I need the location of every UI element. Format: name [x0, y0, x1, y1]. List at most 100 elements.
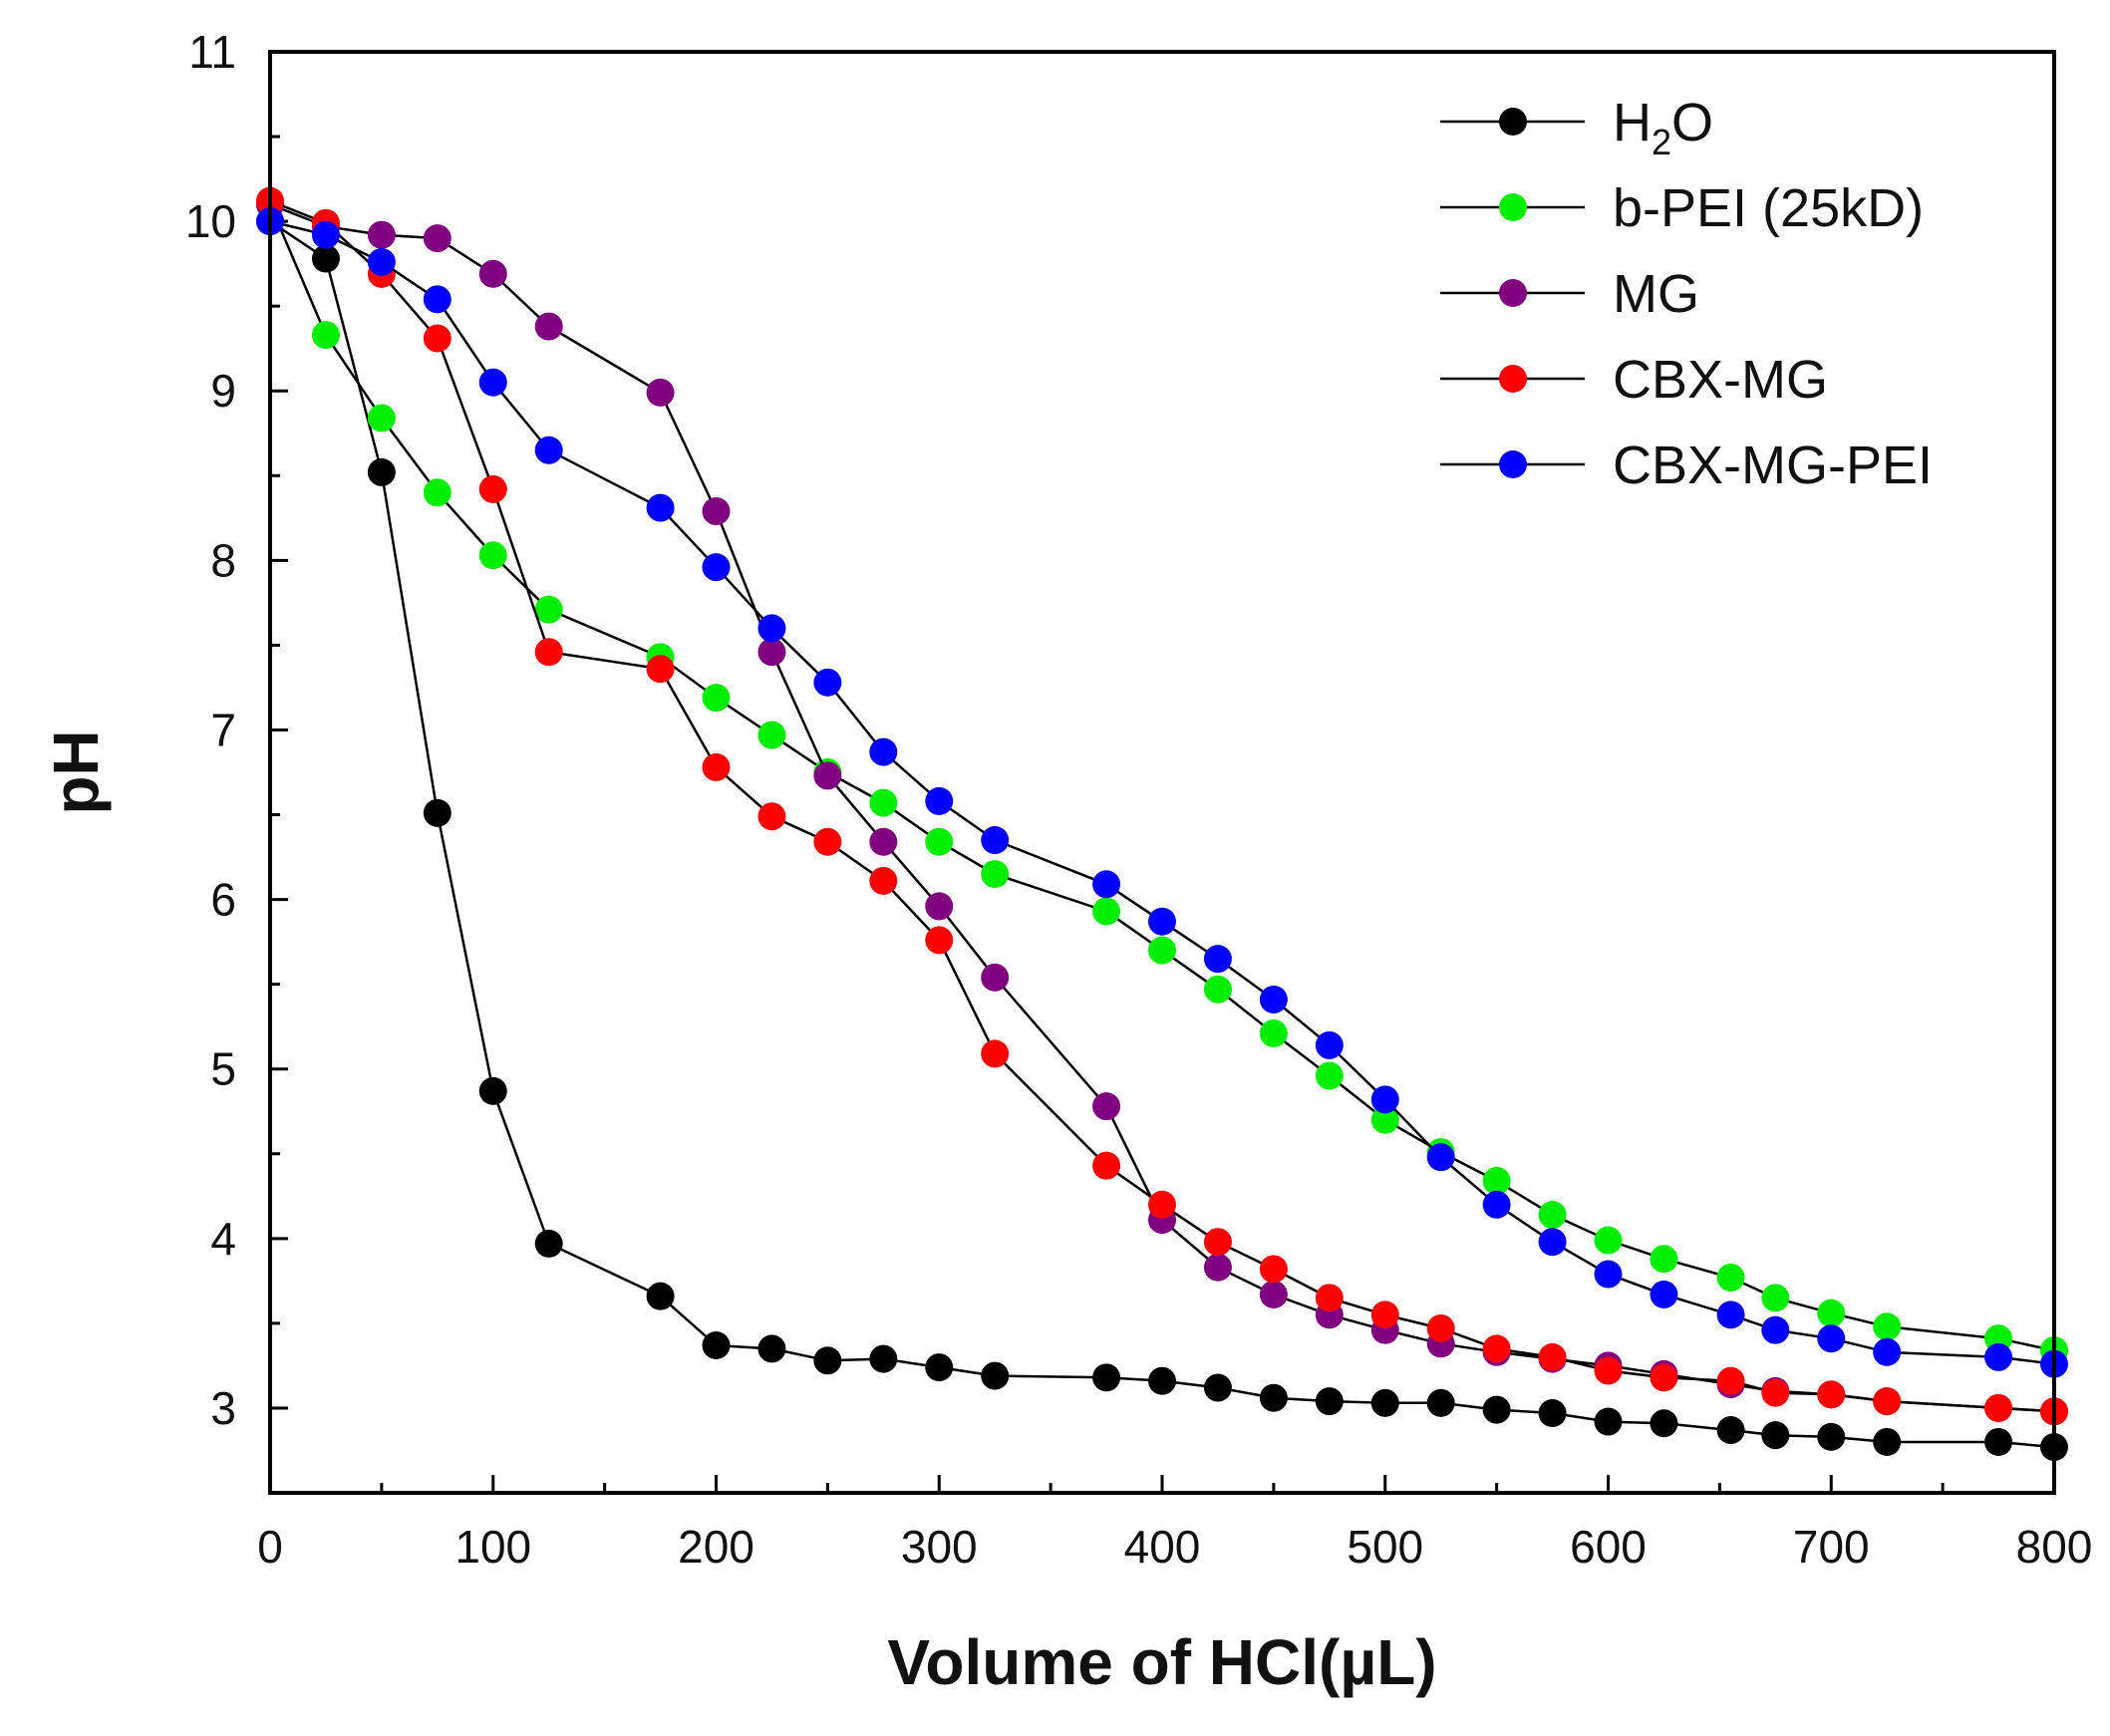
legend-marker — [1499, 450, 1527, 478]
x-tick-label: 800 — [2016, 1521, 2093, 1573]
data-point — [1761, 1315, 1790, 1344]
data-point — [702, 553, 731, 582]
data-point — [1315, 1387, 1344, 1416]
data-point — [1716, 1366, 1745, 1395]
legend-label: MG — [1613, 264, 1699, 324]
data-point — [1761, 1421, 1790, 1450]
data-point — [1538, 1399, 1567, 1428]
series-4 — [256, 207, 2068, 1378]
data-point — [1594, 1407, 1623, 1436]
data-point — [1259, 1280, 1288, 1308]
data-point — [1650, 1245, 1678, 1274]
y-axis-ticks: 3 4 5 6 7 8 9 10 11 — [185, 26, 288, 1434]
data-point — [1203, 975, 1232, 1004]
data-point — [757, 1334, 786, 1363]
data-point — [1716, 1263, 1745, 1292]
data-point — [813, 1346, 842, 1375]
data-point — [981, 860, 1010, 889]
data-point — [1817, 1422, 1846, 1451]
x-tick-label: 300 — [901, 1521, 978, 1573]
data-point — [702, 684, 731, 713]
data-point — [1594, 1226, 1623, 1255]
data-point — [813, 761, 842, 790]
x-tick-label: 100 — [454, 1521, 531, 1573]
legend-label: b-PEI (25kD) — [1613, 178, 1924, 238]
data-point — [478, 474, 507, 503]
data-point — [1203, 945, 1232, 974]
data-point — [478, 368, 507, 397]
data-point — [534, 595, 563, 624]
data-point — [1817, 1380, 1846, 1409]
data-point — [1148, 1190, 1176, 1219]
x-tick-label: 0 — [257, 1521, 283, 1573]
legend-item: CBX-MG — [1440, 350, 1828, 410]
data-point — [702, 1330, 731, 1359]
data-point — [367, 457, 396, 486]
data-point — [1092, 1092, 1121, 1121]
data-point — [367, 247, 396, 276]
data-point — [1538, 1342, 1567, 1371]
data-point — [1370, 1105, 1399, 1134]
data-point — [423, 224, 452, 253]
legend-marker — [1499, 108, 1527, 136]
data-point — [702, 497, 731, 526]
data-point — [925, 786, 954, 815]
data-point — [1873, 1312, 1902, 1341]
data-point — [869, 788, 898, 817]
data-point — [1148, 1366, 1176, 1395]
y-tick-label: 4 — [210, 1213, 236, 1265]
data-point — [1482, 1334, 1511, 1363]
data-point — [1984, 1393, 2013, 1422]
data-point — [1203, 1253, 1232, 1282]
data-point — [1148, 907, 1176, 936]
legend-marker — [1499, 279, 1527, 307]
data-point — [1092, 870, 1121, 899]
data-point — [1650, 1280, 1678, 1308]
data-point — [646, 655, 675, 684]
data-point — [1873, 1427, 1902, 1456]
data-point — [311, 321, 340, 350]
data-point — [1538, 1228, 1567, 1257]
data-point — [1817, 1299, 1846, 1327]
y-tick-label: 10 — [185, 195, 236, 247]
data-point — [423, 285, 452, 314]
data-point — [534, 435, 563, 464]
data-point — [869, 866, 898, 895]
data-point — [813, 668, 842, 697]
data-point — [1370, 1301, 1399, 1329]
data-point — [1873, 1387, 1902, 1416]
data-point — [1148, 936, 1176, 965]
data-point — [1594, 1356, 1623, 1385]
plot-frame — [268, 50, 2056, 1495]
data-point — [1716, 1301, 1745, 1329]
data-point — [869, 827, 898, 856]
x-tick-label: 400 — [1124, 1521, 1201, 1573]
data-point — [1259, 1255, 1288, 1284]
data-point — [367, 220, 396, 249]
data-point — [702, 752, 731, 781]
legend-item: MG — [1440, 264, 1699, 324]
data-point — [423, 798, 452, 827]
data-point — [1482, 1166, 1511, 1195]
data-point — [646, 378, 675, 407]
data-point — [757, 638, 786, 667]
legend-label: H2O — [1613, 93, 1713, 162]
data-point — [813, 827, 842, 856]
legend-item: H2O — [1440, 93, 1713, 162]
data-point — [981, 1361, 1010, 1390]
data-point — [311, 220, 340, 249]
data-point — [534, 638, 563, 667]
data-point — [423, 478, 452, 507]
data-point — [1482, 1395, 1511, 1424]
legend-marker — [1499, 365, 1527, 393]
series-0 — [256, 207, 2068, 1462]
data-point — [1761, 1284, 1790, 1312]
data-point — [981, 963, 1010, 992]
data-point — [1370, 1085, 1399, 1114]
data-point — [925, 1353, 954, 1382]
y-tick-label: 11 — [188, 26, 236, 78]
y-tick-label: 9 — [210, 365, 236, 417]
y-tick-label: 3 — [210, 1382, 236, 1434]
data-point — [1817, 1324, 1846, 1353]
data-point — [478, 1076, 507, 1105]
